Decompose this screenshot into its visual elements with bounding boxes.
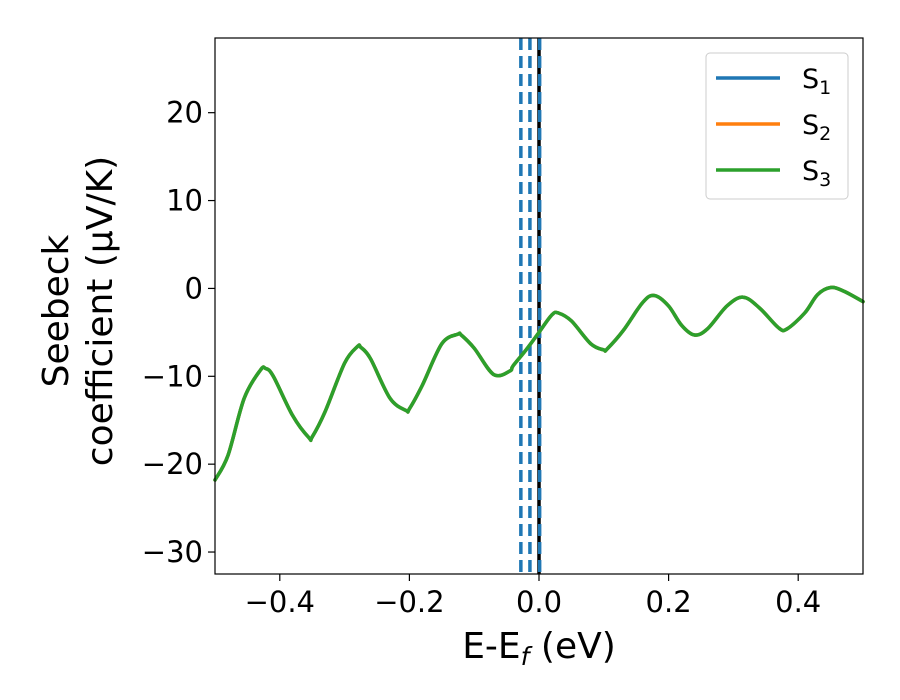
y-axis-title-line1: Seebeck xyxy=(36,234,77,387)
y-axis-title-line2: coefficient (μV/K) xyxy=(80,156,121,466)
series-group xyxy=(213,285,865,482)
x-axis-ticks: −0.4 −0.2 0.0 0.2 0.4 xyxy=(245,574,821,619)
y-tick-label: 10 xyxy=(166,184,203,218)
x-tick-label: 0.2 xyxy=(646,585,692,619)
x-tick-label: 0.4 xyxy=(775,585,821,619)
y-axis-title: Seebeck coefficient (μV/K) xyxy=(36,156,121,466)
y-tick-label: −10 xyxy=(142,359,203,393)
legend-items: S1 S2 S3 xyxy=(716,64,831,191)
series-line-s3 xyxy=(213,285,865,482)
x-tick-label: 0.0 xyxy=(516,585,562,619)
reference-lines xyxy=(519,38,542,574)
y-tick-label: 20 xyxy=(166,96,203,130)
y-tick-label: 0 xyxy=(185,271,203,305)
x-tick-label: −0.2 xyxy=(374,585,444,619)
legend-label-s2: S2 xyxy=(802,110,831,145)
x-tick-label: −0.4 xyxy=(245,585,315,619)
x-axis-title: E-Ef (eV) xyxy=(462,626,616,671)
y-axis-ticks: −30 −20 −10 0 10 20 xyxy=(142,96,215,569)
legend: S1 S2 S3 xyxy=(705,52,849,200)
legend-label-s1: S1 xyxy=(802,64,831,99)
y-tick-label: −30 xyxy=(142,535,203,569)
y-tick-label: −20 xyxy=(142,447,203,481)
legend-box xyxy=(705,52,849,200)
legend-label-s3: S3 xyxy=(802,156,831,191)
